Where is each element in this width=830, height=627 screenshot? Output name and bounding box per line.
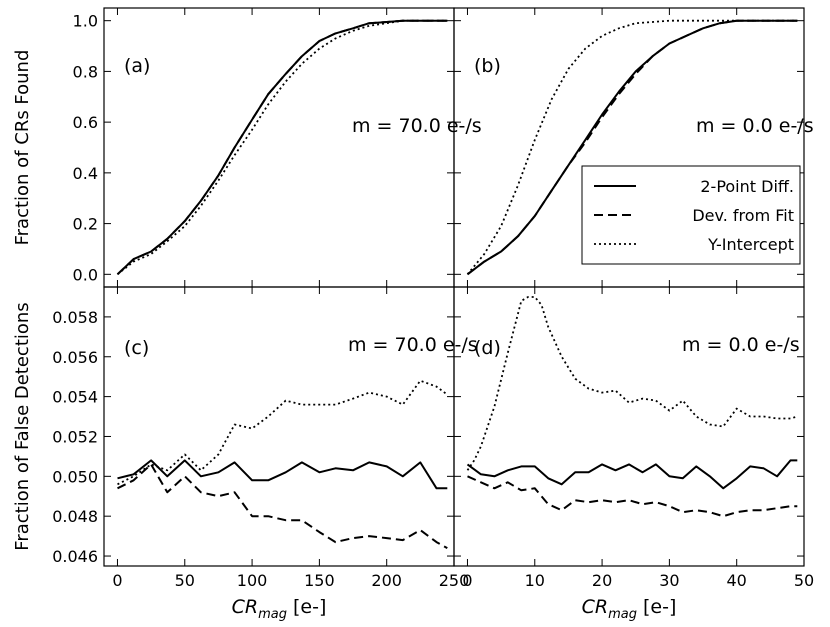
panel-label: (c) — [124, 337, 149, 359]
x-tick-label: 150 — [304, 571, 335, 590]
x-tick-label: 50 — [175, 571, 195, 590]
rate-annotation: m = 0.0 e-/s — [696, 115, 814, 137]
panel-d: 0 10 20 30 40 50 (d) m = 0.0 e-/s CRmag [e-] — [453, 286, 814, 622]
x-tick-label: 0 — [462, 571, 472, 590]
y-tick-label: 0.2 — [73, 215, 98, 234]
y-tick-label: 0.052 — [52, 427, 98, 446]
x-tick-label: 20 — [592, 571, 612, 590]
x-tick-label: 100 — [237, 571, 268, 590]
plot-frame — [103, 7, 455, 288]
legend-label: Dev. from Fit — [692, 206, 794, 225]
y-tick-label: 0.058 — [52, 308, 98, 327]
legend-box — [581, 165, 801, 265]
panel-label: (b) — [474, 55, 501, 77]
series-line-dotted — [117, 379, 448, 486]
panel-label: (d) — [474, 337, 501, 359]
series-line-solid — [117, 459, 448, 490]
y-axis-label: Fraction of False Detections — [12, 302, 33, 550]
series-line-solid — [116, 19, 448, 276]
legend: 2-Point Diff. Dev. from Fit Y-Intercept — [581, 165, 801, 265]
x-axis-label: CRmag [e-] — [232, 596, 327, 622]
y-tick-label: 0.8 — [73, 62, 98, 81]
series-line-dotted — [466, 296, 798, 471]
plot-frame — [103, 286, 455, 567]
x-tick-label: 0 — [112, 571, 122, 590]
rate-annotation: m = 70.0 e-/s — [352, 115, 482, 137]
x-tick-label: 50 — [794, 571, 814, 590]
x-tick-label: 30 — [659, 571, 679, 590]
x-axis-label: CRmag [e-] — [582, 596, 677, 622]
y-tick-label: 0.4 — [73, 164, 98, 183]
series-line-dashed — [467, 475, 798, 518]
series-line-dashed — [466, 19, 798, 276]
series-line-dashed — [117, 463, 448, 549]
series-line-dashed — [116, 19, 448, 276]
x-tick-label: 10 — [525, 571, 545, 590]
x-tick-label: 40 — [727, 571, 747, 590]
legend-label: Y-Intercept — [707, 235, 794, 254]
y-tick-label: 0.050 — [52, 467, 98, 486]
panel-b: (b) m = 0.0 e-/s 2-Point Diff. Dev. from Fi… — [453, 7, 814, 288]
y-axis-label: Fraction of CRs Found — [12, 50, 33, 246]
rate-annotation: m = 70.0 e-/s — [348, 334, 478, 356]
y-tick-label: 0.056 — [52, 348, 98, 367]
legend-label: 2-Point Diff. — [700, 177, 794, 196]
y-tick-label: 0.6 — [73, 113, 98, 132]
rate-annotation: m = 0.0 e-/s — [682, 334, 800, 356]
series-line-dotted — [466, 19, 798, 275]
series-line-dotted — [116, 19, 448, 276]
series-line-solid — [466, 459, 798, 490]
y-tick-label: 0.0 — [73, 265, 98, 284]
panel-label: (a) — [124, 55, 150, 77]
panel-c: 0 50 100 150 200 250 0.046 0.048 0.050 0.052 0.054… — [12, 286, 478, 622]
x-tick-label: 200 — [371, 571, 402, 590]
y-tick-label: 0.048 — [52, 507, 98, 526]
panel-a: 0.0 0.2 0.4 0.6 0.8 1.0 (a) m = 70.0 e-/s Fracti… — [12, 7, 482, 288]
y-tick-label: 0.046 — [52, 547, 98, 566]
x-tick-label: 250 — [439, 571, 470, 590]
y-tick-label: 1.0 — [73, 12, 98, 31]
plot-frame — [453, 286, 805, 567]
y-tick-label: 0.054 — [52, 388, 98, 407]
